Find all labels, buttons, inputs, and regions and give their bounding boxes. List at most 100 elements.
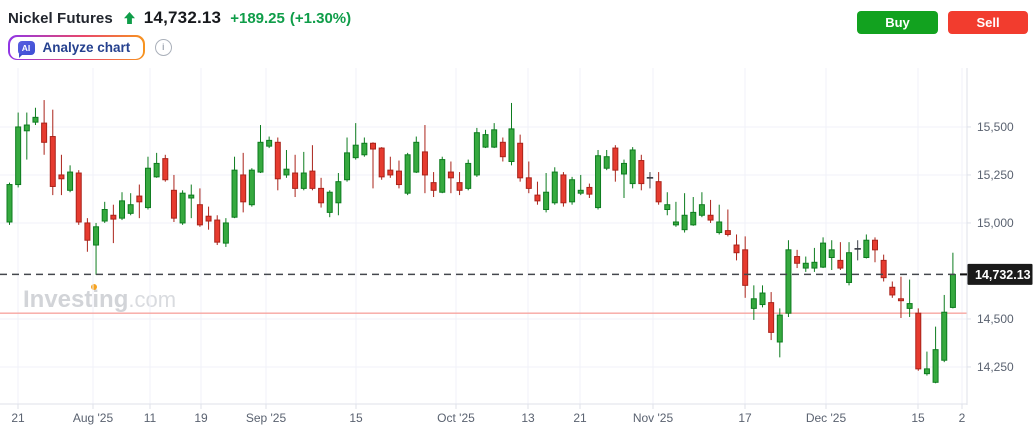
sell-button[interactable]: Sell [948,11,1028,34]
candle-body [144,167,151,209]
candle-body [785,249,792,314]
buy-button[interactable]: Buy [857,11,938,34]
arrow-up-icon [123,12,135,24]
watermark-post: ng [99,286,129,313]
candle-body [447,171,454,179]
x-axis-label: 15 [911,411,925,425]
change-percent: (+1.30%) [289,9,352,27]
info-icon[interactable]: i [154,39,172,56]
candle-body [23,124,30,132]
candle-body [32,116,39,123]
candle-body [742,249,749,286]
candle-body [41,122,48,143]
instrument-title: Nickel Futures [8,9,113,27]
y-axis-label: 14,500 [977,312,1014,326]
chart-toolbar: AI Analyze chart i [8,35,172,60]
last-price-label-bg [967,263,1033,285]
candle-body [889,286,896,296]
candle-body [491,129,498,148]
candle-body [681,214,688,231]
candle-body [499,141,506,158]
x-axis-label: 13 [521,411,535,425]
change-value: +189.25 [230,9,285,27]
candle-body [794,256,801,264]
candle-body [222,222,229,244]
candle-body [370,142,377,150]
candle-body [84,222,91,241]
candle-body [430,182,437,191]
candle-body [932,349,939,383]
candle-body [543,191,550,211]
candle-body [188,194,195,199]
candle-body [240,174,247,203]
y-axis-label: 14,250 [977,360,1014,374]
candle-body [534,194,541,202]
candle-body [421,151,428,176]
x-axis-label: 11 [144,411,157,425]
candle-body [49,136,56,187]
candle-body [248,169,255,206]
instrument-header: Nickel Futures 14,732.13 +189.25 (+1.30%… [8,8,351,28]
last-price: 14,732.13 [143,8,222,27]
x-axis-label: 21 [573,411,587,425]
candle-body [6,184,13,223]
candle-body [179,192,186,224]
candle-body [196,204,203,226]
candle-body [776,314,783,343]
watermark-dotted-i: i [92,286,100,313]
y-axis-label: 15,500 [977,120,1014,134]
candle-body [577,189,584,194]
candle-body [153,162,160,178]
analyze-chart-button[interactable]: AI Analyze chart [8,35,145,60]
candle-body [110,214,117,220]
candle-body [655,181,662,203]
candle-body [300,172,307,189]
candle-body [828,249,835,259]
candle-body [465,162,472,189]
price-change: +189.25 (+1.30%) [230,10,351,27]
candle-body [231,169,238,218]
candle-body [768,302,775,333]
candle-body [378,147,385,178]
candle-body [629,149,636,185]
watermark-suffix: .com [128,287,177,312]
candle-body [257,141,264,173]
candle-body [664,204,671,211]
analyze-chart-button-inner[interactable]: AI Analyze chart [9,36,144,59]
candle-body [473,132,480,176]
candle-body [101,209,108,222]
candle-body [569,179,576,203]
candle-body [162,158,169,181]
x-axis-label: 19 [194,411,208,425]
candle-body [136,195,143,203]
x-axis-label: 21 [11,411,25,425]
candle-body [621,162,628,175]
candle-body [15,126,22,186]
x-axis-label: 2 [959,411,966,425]
candle-body [603,156,610,169]
candle-body [517,142,524,179]
candle-body [595,155,602,209]
x-axis-label: Sep '25 [246,411,287,425]
candle-body [75,172,82,223]
candle-body [395,170,402,186]
analyze-chart-label: Analyze chart [42,40,131,55]
candle-body [205,215,212,222]
candle-body [724,230,731,235]
candle-body [439,159,446,193]
candle-body [58,174,65,180]
candle-body [170,189,177,219]
candle-body [698,204,705,216]
candle-body [897,298,904,302]
y-axis-label: 15,250 [977,168,1014,182]
candle-body [214,219,221,243]
candle-body [283,168,290,176]
candle-body [863,239,870,259]
candle-body [326,191,333,213]
candle-body [344,152,351,181]
x-axis-label: Dec '25 [806,411,847,425]
y-axis-label: 15,000 [977,216,1014,230]
candle-body [906,303,913,309]
